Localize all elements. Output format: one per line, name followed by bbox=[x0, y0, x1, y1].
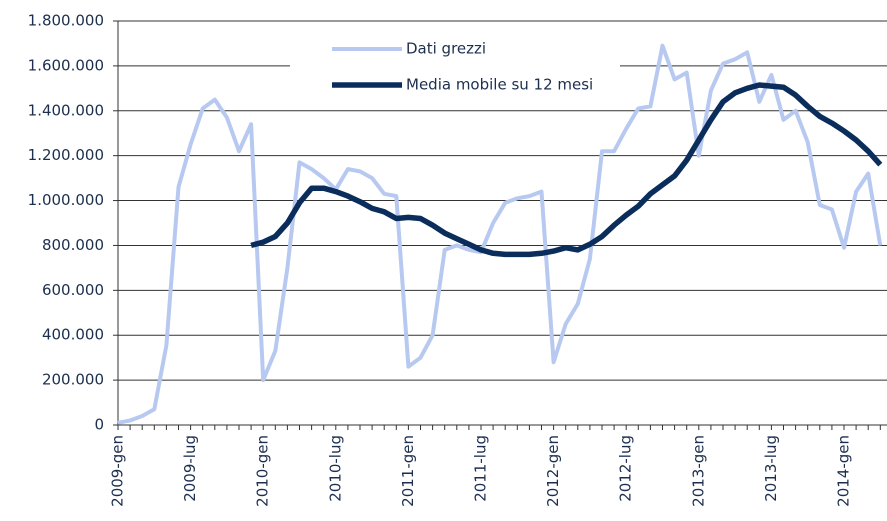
x-tick-label: 2012-gen bbox=[544, 435, 562, 507]
legend-label: Media mobile su 12 mesi bbox=[406, 76, 593, 94]
y-tick-label: 800.000 bbox=[42, 236, 104, 254]
y-tick-label: 1.400.000 bbox=[28, 101, 104, 119]
x-tick-label: 2012-lug bbox=[617, 435, 635, 502]
series-line bbox=[117, 43, 883, 425]
x-tick-label: 2010-lug bbox=[326, 435, 344, 502]
legend-label: Dati grezzi bbox=[406, 40, 486, 58]
x-tick-label: 2010-gen bbox=[254, 435, 272, 507]
y-tick-label: 200.000 bbox=[42, 371, 104, 389]
y-tick-label: 600.000 bbox=[42, 281, 104, 299]
x-tick-label: 2009-lug bbox=[181, 435, 199, 502]
y-tick-label: 0 bbox=[94, 416, 104, 434]
y-tick-label: 1.800.000 bbox=[28, 12, 104, 30]
x-tick-label: 2014-gen bbox=[835, 435, 853, 507]
x-tick-label: 2009-gen bbox=[109, 435, 127, 507]
legend-box bbox=[290, 34, 620, 102]
x-tick-label: 2011-gen bbox=[399, 435, 417, 507]
x-tick-label: 2013-lug bbox=[762, 435, 780, 502]
y-tick-label: 1.600.000 bbox=[28, 56, 104, 74]
y-tick-label: 1.000.000 bbox=[28, 191, 104, 209]
series-line bbox=[250, 82, 883, 258]
x-tick-label: 2011-lug bbox=[472, 435, 490, 502]
y-tick-label: 1.200.000 bbox=[28, 146, 104, 164]
x-tick-label: 2013-gen bbox=[689, 435, 707, 507]
y-tick-label: 400.000 bbox=[42, 326, 104, 344]
